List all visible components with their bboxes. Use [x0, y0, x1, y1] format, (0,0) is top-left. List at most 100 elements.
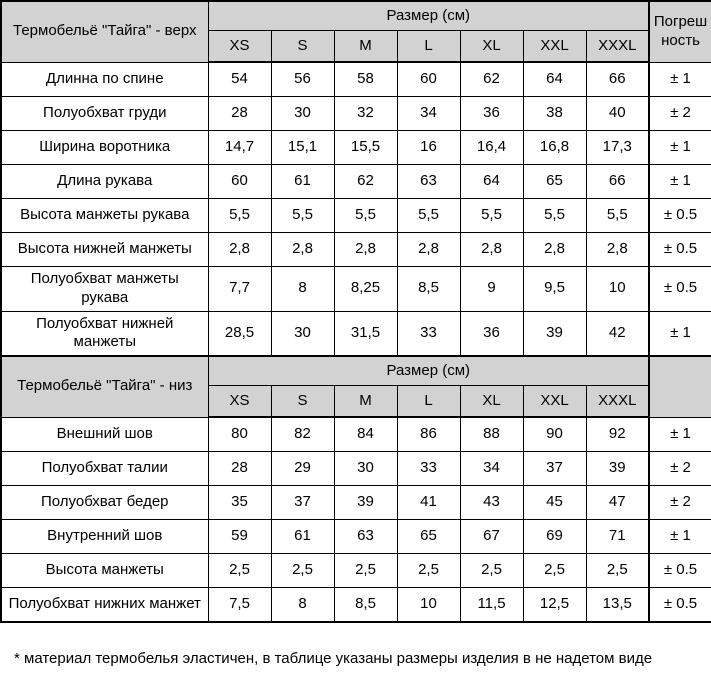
value-cell: 2,5 [459, 553, 524, 588]
row-label: Ширина воротника [0, 130, 209, 165]
value-cell: 86 [396, 416, 461, 452]
size-header-cell: M [333, 30, 398, 63]
value-cell: 64 [459, 164, 524, 199]
row-label: Длинна по спине [0, 61, 209, 97]
table-row: Ширина воротника 14,7 15,1 15,5 16 16,4 … [0, 130, 711, 165]
size-header-cell: XXXL [585, 30, 650, 63]
size-header-cell: XL [459, 30, 524, 63]
size-header-cell: XXL [522, 30, 587, 63]
value-cell: 2,5 [396, 553, 461, 588]
value-cell: 36 [459, 310, 524, 357]
section2-header-row: Термобельё "Тайга" - низ Размер (см) [0, 355, 711, 418]
row-label: Высота манжеты [0, 553, 209, 588]
value-cell: 12,5 [522, 587, 587, 623]
value-cell: 13,5 [585, 587, 650, 623]
value-cell: 35 [207, 485, 272, 520]
value-cell: 39 [522, 310, 587, 357]
table-row: Полуобхват нижних манжет 7,5 8 8,5 10 11… [0, 587, 711, 623]
value-cell: 90 [522, 416, 587, 452]
tolerance-cell: ± 2 [648, 485, 711, 520]
value-cell: 39 [585, 451, 650, 486]
tolerance-cell: ± 1 [648, 416, 711, 452]
value-cell: 15,1 [270, 130, 335, 165]
value-cell: 5,5 [522, 198, 587, 233]
tolerance-cell: ± 0.5 [648, 266, 711, 312]
section1-sizes-row: XS S M L XL XXL XXXL [1, 30, 711, 63]
value-cell: 36 [459, 96, 524, 131]
value-cell: 11,5 [459, 587, 524, 623]
value-cell: 30 [270, 310, 335, 357]
row-label: Полуобхват груди [0, 96, 209, 131]
tolerance-cell: ± 0.5 [648, 587, 711, 623]
value-cell: 29 [270, 451, 335, 486]
value-cell: 88 [459, 416, 524, 452]
value-cell: 33 [396, 310, 461, 357]
value-cell: 5,5 [207, 198, 272, 233]
row-label: Полуобхват нижней манжеты [0, 310, 209, 357]
row-label: Высота нижней манжеты [0, 232, 209, 267]
value-cell: 2,8 [522, 232, 587, 267]
size-header-cell: L [396, 385, 461, 418]
value-cell: 16,8 [522, 130, 587, 165]
tolerance-cell: ± 0.5 [648, 198, 711, 233]
value-cell: 28 [207, 96, 272, 131]
size-header-cell: XL [459, 385, 524, 418]
section2-sizes-row: XS S M L XL XXL XXXL [1, 385, 711, 418]
value-cell: 31,5 [333, 310, 398, 357]
row-label: Полуобхват бедер [0, 485, 209, 520]
value-cell: 33 [396, 451, 461, 486]
value-cell: 80 [207, 416, 272, 452]
value-cell: 28,5 [207, 310, 272, 357]
value-cell: 37 [522, 451, 587, 486]
value-cell: 10 [396, 587, 461, 623]
value-cell: 2,8 [459, 232, 524, 267]
tolerance-cell: ± 1 [648, 164, 711, 199]
value-cell: 15,5 [333, 130, 398, 165]
size-group-header: Размер (см) [207, 355, 650, 386]
value-cell: 65 [396, 519, 461, 554]
value-cell: 82 [270, 416, 335, 452]
value-cell: 37 [270, 485, 335, 520]
size-group-header: Размер (см) [207, 0, 650, 31]
value-cell: 38 [522, 96, 587, 131]
value-cell: 34 [396, 96, 461, 131]
tolerance-cell: ± 1 [648, 61, 711, 97]
value-cell: 32 [333, 96, 398, 131]
value-cell: 60 [396, 61, 461, 97]
value-cell: 63 [396, 164, 461, 199]
table-row: Высота манжеты рукава 5,5 5,5 5,5 5,5 5,… [0, 198, 711, 233]
table-row: Внешний шов 80 82 84 86 88 90 92 ± 1 [0, 416, 711, 452]
value-cell: 16,4 [459, 130, 524, 165]
value-cell: 5,5 [270, 198, 335, 233]
value-cell: 8,25 [333, 266, 398, 312]
table-row: Высота манжеты 2,5 2,5 2,5 2,5 2,5 2,5 2… [0, 553, 711, 588]
value-cell: 47 [585, 485, 650, 520]
value-cell: 2,8 [270, 232, 335, 267]
tolerance-cell: ± 1 [648, 310, 711, 357]
value-cell: 2,5 [270, 553, 335, 588]
table-row: Высота нижней манжеты 2,8 2,8 2,8 2,8 2,… [0, 232, 711, 267]
table-row: Длина рукава 60 61 62 63 64 65 66 ± 1 [0, 164, 711, 199]
tolerance-cell: ± 2 [648, 96, 711, 131]
value-cell: 16 [396, 130, 461, 165]
value-cell: 62 [459, 61, 524, 97]
value-cell: 39 [333, 485, 398, 520]
value-cell: 42 [585, 310, 650, 357]
tolerance-cell: ± 1 [648, 130, 711, 165]
value-cell: 7,7 [207, 266, 272, 312]
value-cell: 67 [459, 519, 524, 554]
value-cell: 92 [585, 416, 650, 452]
table-row: Внутренний шов 59 61 63 65 67 69 71 ± 1 [0, 519, 711, 554]
value-cell: 2,5 [522, 553, 587, 588]
value-cell: 10 [585, 266, 650, 312]
value-cell: 65 [522, 164, 587, 199]
table-row: Длинна по спине 54 56 58 60 62 64 66 ± 1 [0, 61, 711, 97]
value-cell: 34 [459, 451, 524, 486]
value-cell: 43 [459, 485, 524, 520]
tolerance-cell: ± 1 [648, 519, 711, 554]
value-cell: 8 [270, 587, 335, 623]
value-cell: 17,3 [585, 130, 650, 165]
value-cell: 9 [459, 266, 524, 312]
size-table: Термобельё "Тайга" - верх Размер (см) По… [0, 0, 711, 623]
